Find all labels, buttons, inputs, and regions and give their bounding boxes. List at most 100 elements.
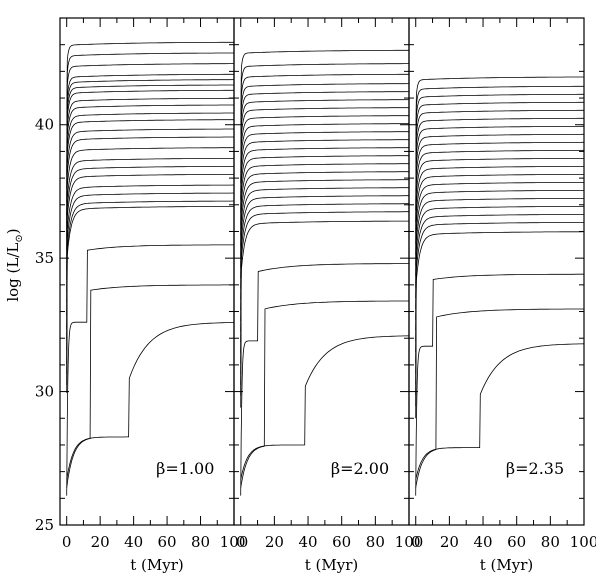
luminosity-curve [415, 85, 584, 223]
low-mass-curve [66, 244, 234, 496]
luminosity-curve [415, 149, 585, 309]
luminosity-curve [66, 97, 234, 251]
luminosity-curve [240, 107, 409, 257]
luminosity-curve [240, 91, 410, 236]
luminosity-curve [415, 165, 584, 331]
x-tick-label: 80 [191, 533, 210, 551]
luminosity-curve [66, 104, 234, 260]
luminosity-curve [415, 125, 585, 277]
x-tick-label: 20 [91, 533, 110, 551]
panel-2: 0 20 40 60 80 100 t (Myr) β=2.00 [233, 17, 424, 574]
x-tick-label: 100 [570, 533, 596, 551]
luminosity-curve [240, 131, 409, 289]
x-tick-label: 80 [366, 533, 385, 551]
luminosity-curve [240, 195, 409, 375]
panel-frame [59, 17, 235, 526]
y-tick-label: 35 [35, 249, 54, 267]
luminosity-curve [66, 84, 234, 232]
luminosity-curve [240, 83, 410, 225]
luminosity-curve [66, 79, 235, 224]
luminosity-curve [240, 155, 409, 321]
luminosity-curve [240, 99, 410, 247]
luminosity-curve [66, 192, 235, 375]
x-tick-label: 40 [124, 533, 143, 551]
luminosity-curve [66, 41, 234, 176]
luminosity-curve [415, 109, 584, 255]
luminosity-curve [415, 133, 585, 288]
beta-label: β=1.00 [156, 459, 214, 478]
luminosity-curve [240, 187, 409, 364]
luminosity-curve [415, 93, 584, 234]
luminosity-curve [66, 52, 234, 189]
x-tick-label: 100 [220, 533, 249, 551]
luminosity-curve [415, 76, 584, 211]
luminosity-curve [66, 63, 234, 203]
x-tick-label: 40 [473, 533, 492, 551]
luminosity-curve [415, 181, 584, 353]
luminosity-curve [240, 179, 409, 353]
x-tick-label: 80 [541, 533, 560, 551]
luminosity-curve [66, 173, 234, 351]
luminosity-curve [66, 184, 235, 364]
x-axis-title: t (Myr) [480, 556, 534, 574]
y-tick-label: 25 [35, 516, 54, 534]
x-tick-label: 20 [265, 533, 284, 551]
luminosity-curve [66, 128, 234, 292]
luminosity-curve [415, 141, 585, 299]
x-tick-label: 0 [236, 533, 246, 551]
luminosity-curve [240, 163, 409, 332]
luminosity-curve [240, 147, 409, 311]
panel-frame [408, 17, 585, 526]
x-tick-label: 100 [395, 533, 424, 551]
x-tick-label: 60 [332, 533, 351, 551]
panel-3: 0 20 40 60 80 100 t (Myr) β=2.35 [408, 17, 596, 574]
beta-label: β=2.00 [331, 459, 389, 478]
luminosity-curve [66, 89, 234, 240]
luminosity-curve [415, 189, 584, 363]
x-tick-label: 20 [440, 533, 459, 551]
panel-1: 0 20 40 60 80 100 25 30 35 40 t (Myr) β=1.00 [35, 17, 249, 574]
luminosity-curve [415, 117, 584, 266]
low-mass-curve [66, 322, 234, 480]
luminosity-curve [415, 205, 584, 385]
luminosity-curve [66, 205, 234, 393]
luminosity-curve [66, 165, 234, 340]
low-mass-curve [240, 335, 410, 480]
luminosity-curve [240, 171, 409, 343]
luminosity-curve [240, 115, 409, 268]
x-tick-label: 0 [62, 533, 72, 551]
x-tick-label: 40 [298, 533, 317, 551]
x-axis-title: t (Myr) [305, 556, 359, 574]
panels: 0 20 40 60 80 100 25 30 35 40 t (Myr) β=1.00 0 20 40 60… [35, 17, 596, 574]
luminosity-curve [415, 197, 584, 374]
luminosity-curve [240, 220, 409, 408]
low-mass-curve [415, 273, 584, 496]
low-mass-curve [240, 263, 409, 496]
luminosity-curve [66, 147, 234, 316]
luminosity-curve [240, 73, 409, 213]
luminosity-curve [415, 157, 584, 320]
luminosity-curve [240, 49, 409, 184]
x-tick-label: 60 [158, 533, 177, 551]
luminosity-curve [240, 211, 409, 396]
y-tick-label: 40 [35, 116, 54, 134]
luminosity-curve [66, 136, 234, 303]
luminosity-curve [66, 119, 234, 280]
low-mass-curve [66, 284, 234, 488]
luminosity-curve [415, 221, 584, 407]
luminosity-curve [66, 200, 235, 385]
x-axis-title: t (Myr) [130, 556, 184, 574]
luminosity-curve [415, 231, 585, 419]
luminosity-curve [415, 173, 584, 342]
luminosity-curve [240, 139, 409, 300]
y-axis-title: log (L/L⊙) [4, 228, 25, 301]
luminosity-curve [240, 123, 409, 279]
luminosity-curve [240, 203, 409, 385]
x-tick-label: 0 [411, 533, 421, 551]
x-tick-label: 60 [507, 533, 526, 551]
low-mass-curve [415, 343, 585, 480]
luminosity-curve [415, 101, 584, 244]
luminosity-curve [240, 63, 409, 200]
luminosity-curve [66, 73, 234, 216]
